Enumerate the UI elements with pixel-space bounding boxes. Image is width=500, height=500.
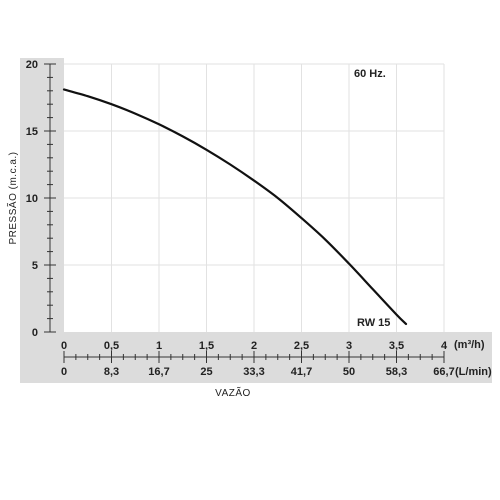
y-tick-label: 20 [26,59,38,71]
x-tick-label-secondary: 50 [343,366,355,378]
frequency-label: 60 Hz. [354,68,386,80]
x-tick-label-primary: 0 [61,340,67,352]
x-tick-label-secondary: 41,7 [291,366,312,378]
x-tick-label-primary: 2,5 [294,340,309,352]
series-layer [62,88,408,326]
x-tick-label-secondary: 58,3 [386,366,407,378]
x-tick-label-primary: 1,5 [199,340,214,352]
x-tick-label-primary: 3,5 [389,340,404,352]
series-label-rw15: RW 15 [357,317,390,329]
x-tick-label-primary: 2 [251,340,257,352]
x-tick-label-secondary: 25 [200,366,212,378]
x-tick-label-primary: 4 [441,340,448,352]
y-axis-title: PRESSÃO (m.c.a.) [6,151,19,244]
x-tick-label-primary: 0,5 [104,340,119,352]
x-tick-label-secondary: 66,7 [433,366,454,378]
y-tick-label: 0 [32,327,38,339]
x-tick-label-primary: 1 [156,340,162,352]
tick-labels: 0 5 10 15 20 0 0,5 1 1,5 2 2,5 3 3,5 4 0 8,3 16,7 25 33,3 4… [26,59,455,378]
x-axis-title: VAZÃO [215,386,251,399]
x-tick-label-primary: 3 [346,340,352,352]
x-unit-secondary: (L/min) [455,366,492,378]
x-tick-label-secondary: 33,3 [243,366,264,378]
x-tick-label-secondary: 0 [61,366,67,378]
y-axis-band [20,58,64,383]
axes [44,63,445,363]
x-unit-primary: (m³/h) [454,339,485,351]
y-tick-label: 10 [26,193,38,205]
y-tick-label: 5 [32,260,38,272]
x-tick-label-secondary: 8,3 [104,366,119,378]
x-tick-label-secondary: 16,7 [148,366,169,378]
y-tick-label: 15 [26,126,38,138]
grid-lines [64,63,445,332]
series-line-rw15 [62,88,408,326]
